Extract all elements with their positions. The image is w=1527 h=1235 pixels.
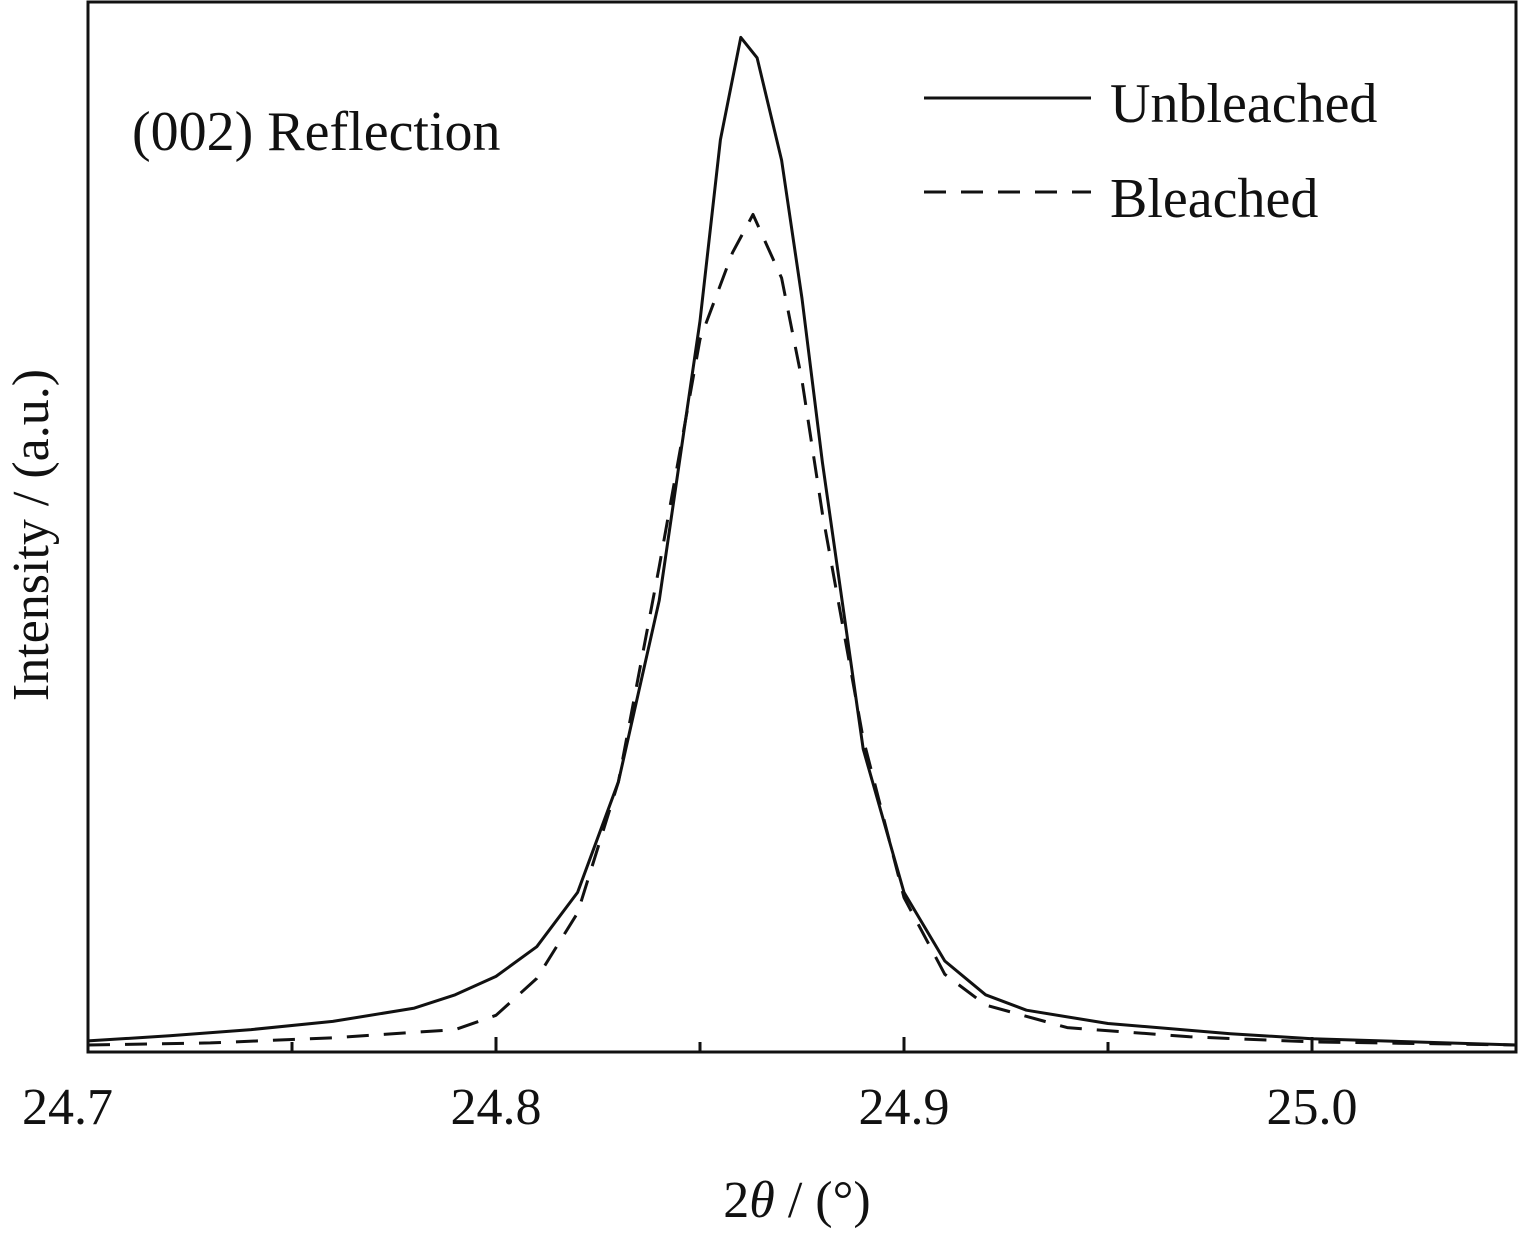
legend: Unbleached Bleached — [924, 73, 1377, 230]
reflection-annotation: (002) Reflection — [132, 101, 501, 163]
x-tick-label-24.7: 24.7 — [22, 1079, 113, 1136]
y-axis-title: Intensity / (a.u.) — [3, 369, 60, 701]
x-axis-title-theta: θ — [749, 1172, 775, 1229]
series-line-unbleached — [87, 35, 1517, 1047]
series-line-bleached — [87, 213, 1517, 1047]
x-axis-ticks — [86, 1037, 1314, 1052]
x-tick-label-24.8: 24.8 — [451, 1079, 542, 1136]
x-axis-title-prefix: 2 — [723, 1172, 749, 1229]
legend-label-unbleached: Unbleached — [1110, 73, 1377, 135]
x-axis-tick-labels: 24.7 24.8 24.9 25.0 — [22, 1079, 1358, 1136]
plot-area — [87, 35, 1517, 1047]
x-tick-label-25.0: 25.0 — [1267, 1079, 1358, 1136]
x-axis-title-suffix: / (°) — [775, 1172, 871, 1229]
legend-label-bleached: Bleached — [1110, 168, 1318, 230]
x-axis-title: 2θ / (°) — [723, 1172, 870, 1229]
plot-frame — [86, 0, 1518, 1054]
x-tick-label-24.9: 24.9 — [859, 1079, 950, 1136]
